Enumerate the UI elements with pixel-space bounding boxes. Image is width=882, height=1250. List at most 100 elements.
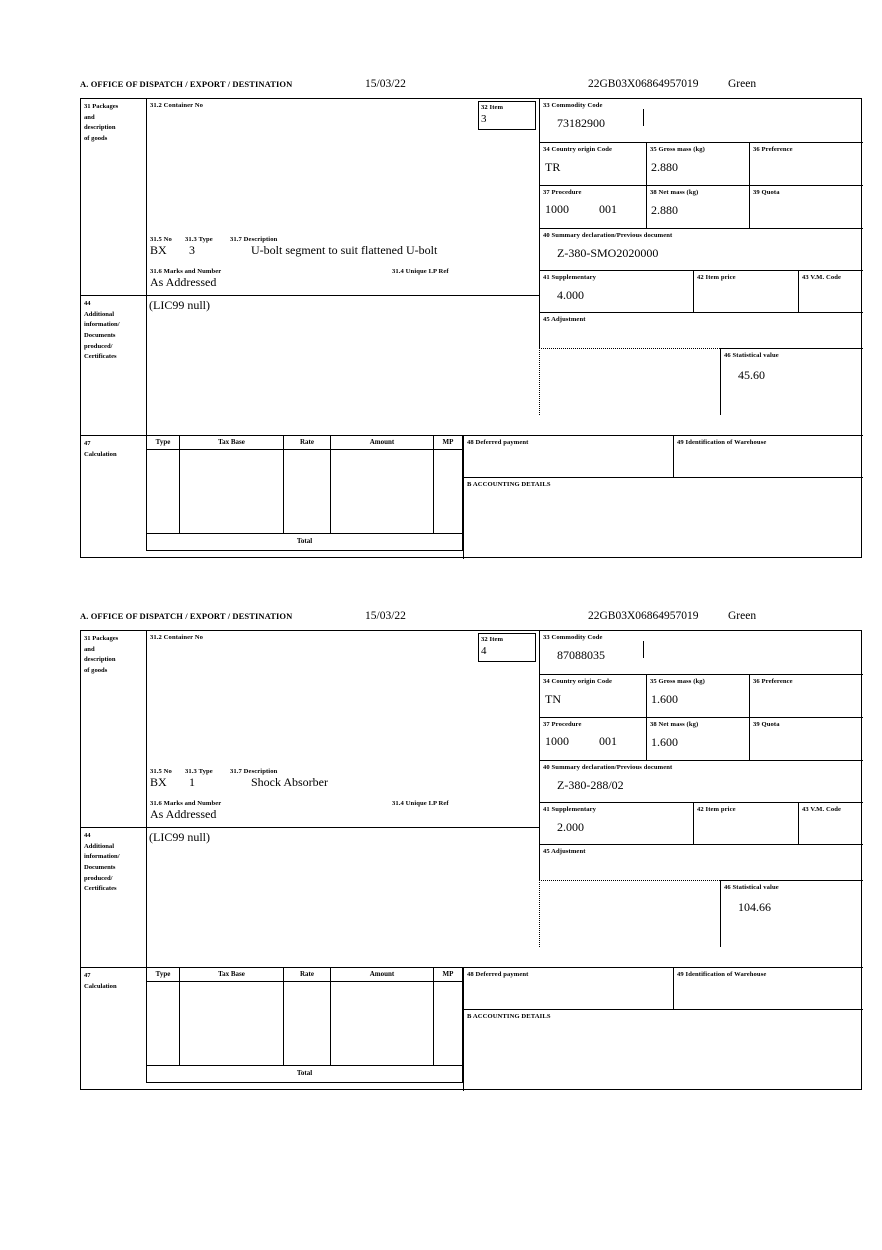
box-37-value: 1000 (545, 733, 569, 748)
box-37-extra-value: 001 (599, 733, 617, 748)
box-31-6-label: 31.6 Marks and Number (150, 268, 222, 275)
box-45-label: 45 Adjustment (543, 316, 586, 323)
box-31-stub: 31 Packages and description of goods (81, 99, 146, 284)
box-44-value: (LIC99 null) (149, 830, 210, 844)
box-31-marks-row[interactable]: 31.6 Marks and Number 31.4 Unique I.P Re… (146, 265, 539, 295)
calc-cell-type[interactable] (146, 450, 180, 534)
box-34-country-origin-code[interactable]: 34 Country origin Code TN (539, 674, 646, 717)
box-31-3-value: 3 (189, 243, 195, 257)
box-45-adjustment[interactable]: 45 Adjustment (539, 844, 863, 880)
box-40-previous-document[interactable]: 40 Summary declaration/Previous document… (539, 760, 863, 802)
box-48-label: 48 Deferred payment (467, 439, 529, 446)
box-42-item-price[interactable]: 42 Item price (693, 802, 798, 844)
box-49-warehouse-identification[interactable]: 49 Identification of Warehouse (673, 435, 863, 477)
box-42-label: 42 Item price (697, 806, 736, 813)
box-36-label: 36 Preference (753, 678, 793, 685)
box-44-value: (LIC99 null) (149, 298, 210, 312)
box-31-description-row[interactable]: 31.5 No 31.3 Type 31.7 Description BX 1 … (146, 765, 539, 797)
box-41-supplementary[interactable]: 41 Supplementary 4.000 (539, 270, 693, 312)
box-41-label: 41 Supplementary (543, 806, 597, 813)
box-31-label-line2: and (84, 645, 95, 653)
box-45-adjustment[interactable]: 45 Adjustment (539, 312, 863, 348)
box-31-6-value: As Addressed (150, 807, 217, 821)
box-43-value (802, 283, 863, 289)
box-35-gross-mass[interactable]: 35 Gross mass (kg) 2.880 (646, 142, 749, 185)
box-38-net-mass[interactable]: 38 Net mass (kg) 2.880 (646, 185, 749, 228)
calc-cell-rate[interactable] (284, 982, 331, 1066)
box-33-commodity-code[interactable]: 33 Commodity Code 87088035 (539, 631, 863, 674)
calc-header-tax-base: Tax Base (180, 967, 284, 982)
calc-cell-rate[interactable] (284, 450, 331, 534)
calc-header-mp: MP (434, 967, 463, 982)
box-36-preference[interactable]: 36 Preference (749, 674, 863, 717)
box-43-vm-code[interactable]: 43 V.M. Code (798, 802, 863, 844)
box-31-description-row[interactable]: 31.5 No 31.3 Type 31.7 Description BX 3 … (146, 233, 539, 265)
calc-cell-mp[interactable] (434, 982, 463, 1066)
box-31-5-label: 31.5 No (150, 768, 172, 775)
box-47-label-line1: 47 (84, 972, 91, 979)
box-48-value (467, 448, 673, 452)
box-38-net-mass[interactable]: 38 Net mass (kg) 1.600 (646, 717, 749, 760)
declaration-route-status: Green (728, 78, 757, 90)
box-39-label: 39 Quota (753, 721, 780, 728)
box-39-quota[interactable]: 39 Quota (749, 185, 863, 228)
calc-cell-amount[interactable] (331, 982, 434, 1066)
box-40-label: 40 Summary declaration/Previous document (543, 232, 673, 239)
box-49-label: 49 Identification of Warehouse (677, 439, 767, 446)
calc-cell-amount[interactable] (331, 450, 434, 534)
calc-cell-tax-base[interactable] (180, 982, 284, 1066)
box-31-label-line3: description (84, 656, 116, 664)
box-45-dotted-continuation (539, 348, 720, 415)
box-33-commodity-code[interactable]: 33 Commodity Code 73182900 (539, 99, 863, 142)
box-38-label: 38 Net mass (kg) (650, 189, 699, 196)
form-header: A. OFFICE OF DISPATCH / EXPORT / DESTINA… (80, 78, 862, 98)
box-34-country-origin-code[interactable]: 34 Country origin Code TR (539, 142, 646, 185)
box-38-value: 2.880 (651, 202, 678, 217)
box-44-additional-information[interactable]: (LIC99 null) (146, 827, 539, 967)
sad-continuation-sheet-1: A. OFFICE OF DISPATCH / EXPORT / DESTINA… (80, 78, 863, 559)
box-35-gross-mass[interactable]: 35 Gross mass (kg) 1.600 (646, 674, 749, 717)
box-36-preference[interactable]: 36 Preference (749, 142, 863, 185)
box-48-deferred-payment[interactable]: 48 Deferred payment (463, 967, 673, 1009)
box-31-2-label: 31.2 Container No (150, 634, 204, 641)
calc-cell-tax-base[interactable] (180, 450, 284, 534)
box-41-supplementary[interactable]: 41 Supplementary 2.000 (539, 802, 693, 844)
box-48-deferred-payment[interactable]: 48 Deferred payment (463, 435, 673, 477)
box-45-label: 45 Adjustment (543, 848, 586, 855)
box-46-statistical-value[interactable]: 46 Statistical value 104.66 (720, 880, 863, 947)
box-b-accounting-details[interactable]: B ACCOUNTING DETAILS (463, 477, 863, 559)
box-33-label: 33 Commodity Code (543, 102, 603, 109)
box-b-accounting-details[interactable]: B ACCOUNTING DETAILS (463, 1009, 863, 1091)
box-45-value (543, 857, 863, 861)
box-33-value: 73182900 (557, 115, 605, 130)
box-40-previous-document[interactable]: 40 Summary declaration/Previous document… (539, 228, 863, 270)
box-49-label: 49 Identification of Warehouse (677, 971, 767, 978)
box-33-value: 87088035 (557, 647, 605, 662)
box-42-item-price[interactable]: 42 Item price (693, 270, 798, 312)
box-39-quota[interactable]: 39 Quota (749, 717, 863, 760)
box-32-item[interactable]: 32 Item 4 (478, 633, 536, 662)
box-46-statistical-value[interactable]: 46 Statistical value 45.60 (720, 348, 863, 415)
box-37-procedure[interactable]: 37 Procedure 1000 001 (539, 185, 646, 228)
box-44-additional-information[interactable]: (LIC99 null) (146, 295, 539, 435)
box-31-2-container-no[interactable]: 31.2 Container No (146, 631, 539, 765)
box-31-5-value: BX (150, 775, 167, 789)
calc-cell-mp[interactable] (434, 450, 463, 534)
box-31-2-container-no[interactable]: 31.2 Container No (146, 99, 539, 233)
box-32-item[interactable]: 32 Item 3 (478, 101, 536, 130)
box-37-procedure[interactable]: 37 Procedure 1000 001 (539, 717, 646, 760)
box-31-marks-row[interactable]: 31.6 Marks and Number 31.4 Unique I.P Re… (146, 797, 539, 827)
box-31-label-line1: 31 Packages (84, 635, 119, 642)
box-31-3-label: 31.3 Type (185, 236, 213, 243)
box-b-value (467, 1022, 863, 1026)
calc-cell-type[interactable] (146, 982, 180, 1066)
declaration-date: 15/03/22 (365, 610, 406, 622)
calc-header-rate: Rate (284, 435, 331, 450)
box-43-vm-code[interactable]: 43 V.M. Code (798, 270, 863, 312)
box-44-label-line5: produced/ (84, 874, 113, 882)
box-49-warehouse-identification[interactable]: 49 Identification of Warehouse (673, 967, 863, 1009)
box-b-label: B ACCOUNTING DETAILS (467, 1013, 551, 1020)
calc-header-amount: Amount (331, 967, 434, 982)
box-46-value: 104.66 (738, 899, 771, 914)
